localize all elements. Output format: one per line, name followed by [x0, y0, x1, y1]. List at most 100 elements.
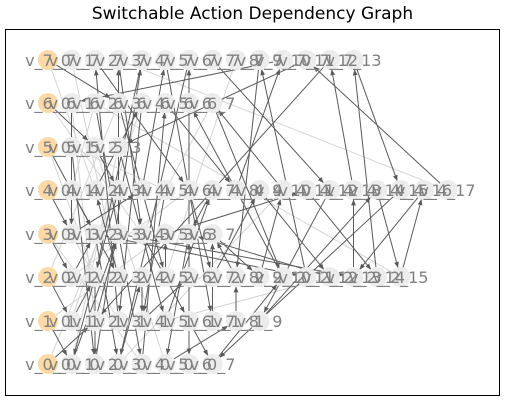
- graph-node: [132, 311, 152, 331]
- node-label: v_2_0: [25, 268, 71, 288]
- node-label: v_7_2: [72, 51, 118, 71]
- graph-node: [61, 93, 82, 113]
- dependency-edge: [235, 69, 259, 268]
- dependency-edge: [120, 286, 141, 355]
- dependency-edge: [52, 329, 68, 356]
- graph-node: [320, 180, 340, 200]
- node-label: v_4_5: [143, 181, 189, 201]
- graph-node: [155, 93, 176, 113]
- graph-node: [132, 354, 152, 374]
- graph-node: [132, 224, 152, 244]
- node-label: v_1_8: [213, 312, 259, 332]
- dependency-edge: [173, 325, 228, 360]
- node-label: v_4_6: [166, 181, 212, 201]
- graph-node: [343, 267, 364, 287]
- graph-node: [273, 180, 293, 200]
- node-label: v_0_2: [72, 355, 118, 375]
- node-label: v_6_7: [190, 94, 236, 114]
- graph-node: [155, 50, 176, 70]
- light-edge: [53, 110, 137, 227]
- graph-node: [179, 311, 199, 331]
- light-edge: [125, 196, 277, 358]
- node-label: v_6_3: [96, 94, 142, 114]
- graph-node: [202, 267, 223, 287]
- node-label: v_2_3: [96, 268, 142, 288]
- graph-node: [155, 224, 176, 244]
- graph-node: [179, 354, 199, 374]
- dependency-edge: [75, 242, 91, 269]
- node-label: v_0_0: [25, 355, 71, 375]
- dependency-edge: [330, 69, 353, 181]
- dependency-edge: [174, 192, 298, 232]
- dependency-edge: [263, 198, 326, 313]
- node-label: v_4_0: [25, 181, 71, 201]
- graph-node: [202, 180, 223, 200]
- graph-node: [85, 311, 105, 331]
- graph-node: [296, 267, 317, 287]
- node-label: v_4_3: [96, 181, 142, 201]
- node-label: v_4_17: [419, 181, 475, 201]
- graph-node: [390, 267, 411, 287]
- graph-node: [61, 137, 82, 157]
- dependency-edge: [96, 243, 119, 355]
- dependency-edge: [359, 197, 419, 270]
- graph-node: [155, 354, 176, 374]
- graph-node: [108, 93, 129, 113]
- dependency-edge: [313, 66, 441, 184]
- node-label: v_4_13: [325, 181, 381, 201]
- graph-node: [108, 267, 129, 287]
- plot-frame: [5, 29, 500, 396]
- node-label: v_7_5: [143, 51, 189, 71]
- dependency-edge: [312, 197, 372, 270]
- node-label: v_7_11: [278, 51, 334, 71]
- dependency-edge: [265, 197, 325, 270]
- node-label: v_7_3: [96, 51, 142, 71]
- dependency-edge: [218, 110, 278, 183]
- graph-node: [179, 267, 199, 287]
- light-edge: [73, 112, 93, 181]
- node-label: v_1_6: [166, 312, 212, 332]
- dependency-edge: [148, 283, 183, 315]
- dependency-edge: [216, 242, 232, 269]
- node-label: v_2_6: [166, 268, 212, 288]
- graph-node: [202, 311, 223, 331]
- graph-title: Switchable Action Dependency Graph: [91, 4, 414, 24]
- graph-node: [320, 267, 340, 287]
- node-label: v_7_4: [119, 51, 165, 71]
- graph-node: [85, 137, 105, 157]
- node-label: v_6_2: [72, 94, 118, 114]
- dependency-edge: [197, 236, 321, 275]
- node-label: v_7_12: [302, 51, 358, 71]
- node-label: v_3_2: [72, 225, 118, 245]
- graph-node: [61, 224, 82, 244]
- node-label: v_4_9: [237, 181, 283, 201]
- graph-node: [38, 267, 58, 287]
- graph-node: [343, 50, 364, 70]
- graph-node: [108, 180, 129, 200]
- graph-node: [61, 267, 82, 287]
- node-label: v_0_6: [166, 355, 212, 375]
- graph-node: [226, 180, 246, 200]
- graph-node: [273, 267, 293, 287]
- graph-node: [155, 267, 176, 287]
- graph-node: [273, 50, 293, 70]
- node-label: v_5_2: [72, 138, 118, 158]
- graph-node: [61, 180, 82, 200]
- graph-node: [390, 180, 411, 200]
- node-label: v_4_14: [349, 181, 405, 201]
- graph-node: [249, 311, 270, 331]
- graph-node: [38, 50, 58, 70]
- node-label: v_7_6: [166, 51, 212, 71]
- graph-node: [85, 267, 105, 287]
- graph-node: [226, 267, 246, 287]
- node-label: v_2_4: [119, 268, 165, 288]
- graph-node: [226, 311, 246, 331]
- node-label: v_2_5: [143, 268, 189, 288]
- graph-node: [367, 180, 387, 200]
- node-label: v_6_5: [143, 94, 189, 114]
- graph-node: [85, 50, 105, 70]
- dependency-edge: [96, 69, 143, 355]
- graph-node: [226, 50, 246, 70]
- node-label: v_0_1: [49, 355, 95, 375]
- dependency-edge: [52, 285, 68, 313]
